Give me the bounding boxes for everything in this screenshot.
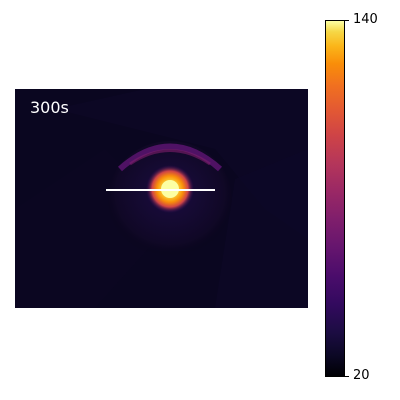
thermal-image-canvas — [15, 89, 308, 308]
thermal-image: 300s — [15, 89, 308, 308]
colorbar-tick-min — [345, 376, 349, 377]
colorbar-tick-max — [345, 20, 349, 21]
colorbar-gradient — [325, 20, 345, 377]
colorbar-label-max: 140 — [353, 12, 378, 27]
sample-rim — [117, 143, 223, 172]
background-structure — [55, 89, 308, 239]
colorbar-label-min: 20 — [353, 368, 370, 383]
colorbar: 140 20 — [325, 13, 378, 383]
timestamp-label: 300s — [30, 98, 69, 117]
sample-rim — [129, 149, 211, 166]
background-structure — [215, 149, 308, 308]
